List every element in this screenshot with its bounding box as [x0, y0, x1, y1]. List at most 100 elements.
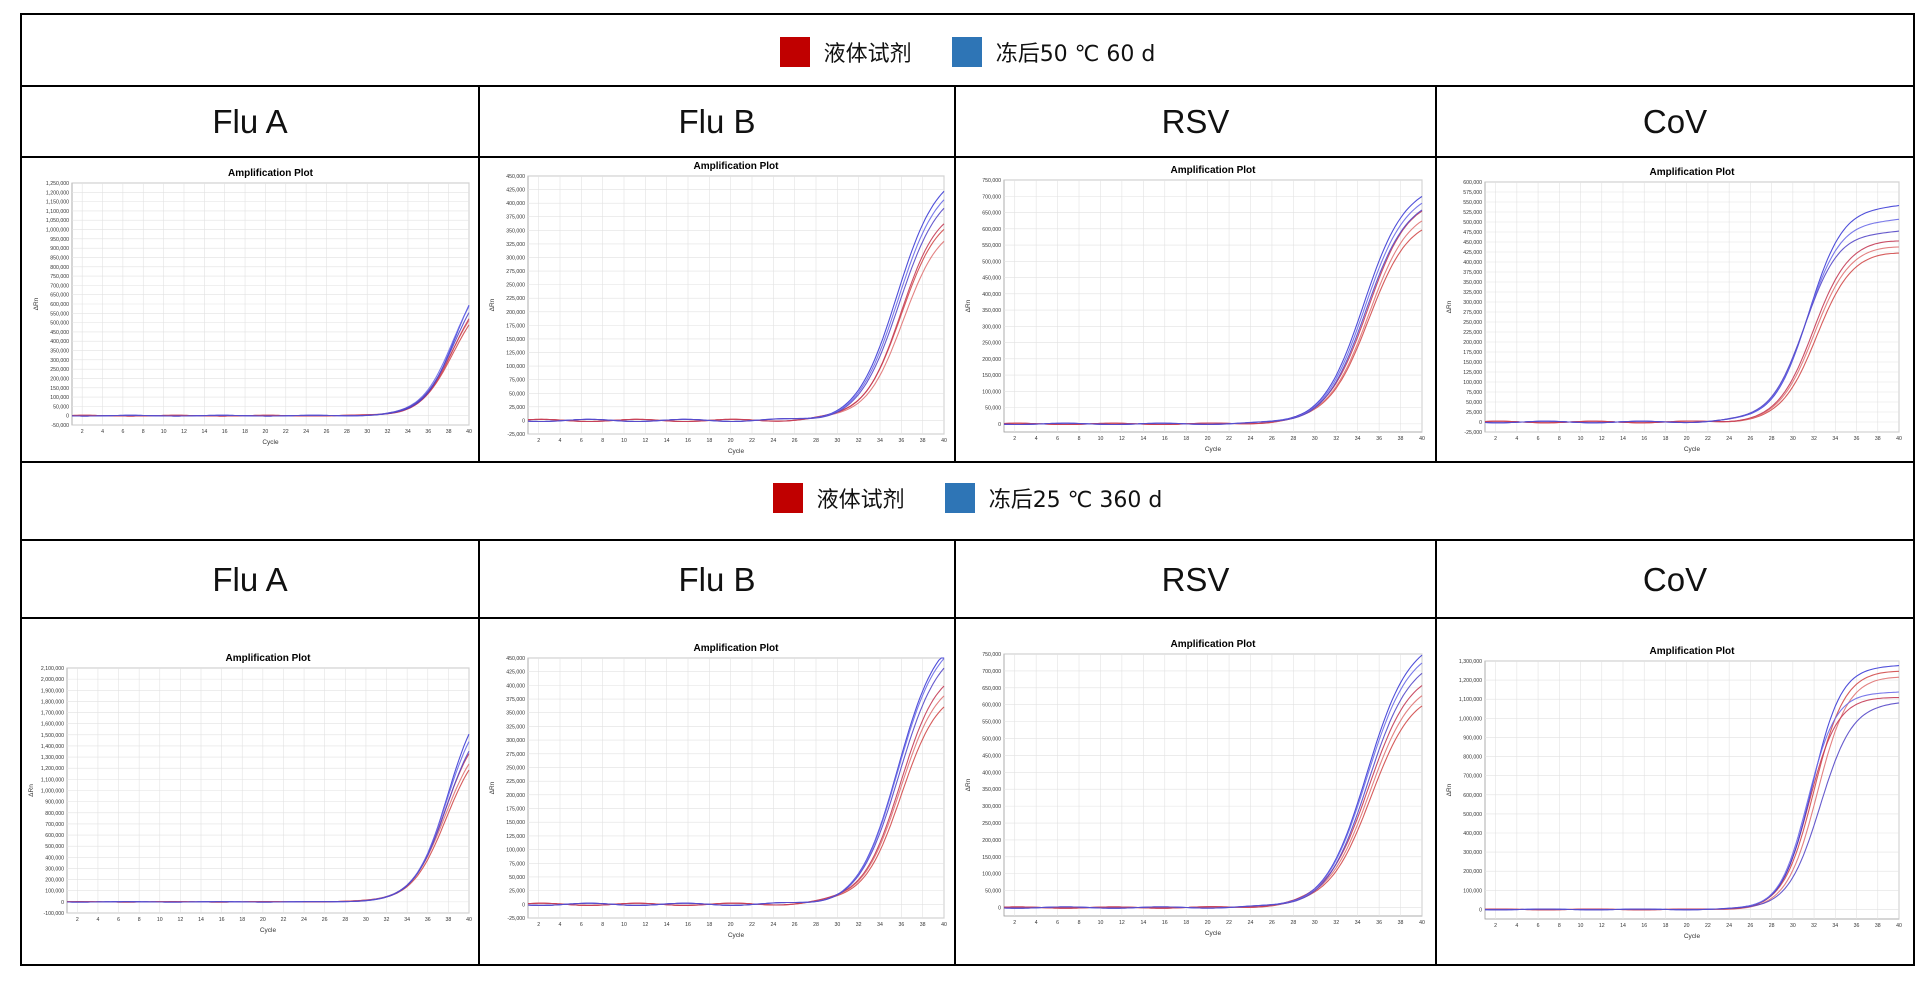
y-axis-label: ΔRn: [489, 781, 496, 794]
plot-area: [1484, 660, 1900, 920]
x-tick-label: 14: [1620, 436, 1626, 442]
y-tick-label: 500,000: [1463, 220, 1482, 226]
x-tick-label: 30: [1312, 920, 1318, 926]
x-tick-label: 18: [706, 922, 712, 928]
y-tick-label: 1,400,000: [41, 744, 64, 750]
plot-area: [1003, 653, 1423, 917]
y-tick-label: 600,000: [982, 703, 1001, 709]
chart-title: Amplification Plot: [1171, 165, 1257, 176]
y-tick-label: 400,000: [1463, 831, 1482, 837]
x-tick-label: 26: [1269, 920, 1275, 926]
y-tick-label: 1,600,000: [41, 722, 64, 728]
y-tick-label: 150,000: [982, 373, 1001, 379]
plot-area: [527, 657, 945, 919]
y-tick-label: 275,000: [506, 752, 525, 758]
x-tick-label: 26: [324, 429, 330, 435]
y-tick-label: 0: [61, 900, 64, 906]
y-tick-label: 50,000: [53, 404, 69, 410]
x-tick-label: 10: [621, 922, 627, 928]
x-axis-label: Cycle: [260, 927, 277, 934]
x-tick-label: 24: [1726, 923, 1732, 929]
x-tick-label: 30: [834, 922, 840, 928]
amplification-curve-frozen: [67, 750, 470, 903]
y-tick-label: 225,000: [1463, 330, 1482, 336]
x-tick-label: 32: [1811, 923, 1817, 929]
y-tick-label: 175,000: [506, 323, 525, 329]
y-tick-label: 1,050,000: [46, 218, 69, 224]
x-tick-label: 28: [1290, 920, 1296, 926]
amplification-plot-rsv-row1: Amplification Plot 0 50,000 100,000 150,000 2…: [965, 165, 1425, 453]
legend-row-2: 液体试剂 冻后25 ℃ 360 d: [21, 476, 1914, 520]
y-tick-label: 550,000: [1463, 200, 1482, 206]
x-tick-label: 38: [1398, 920, 1404, 926]
chart-title: Amplification Plot: [1171, 639, 1257, 650]
y-tick-label: 125,000: [1463, 370, 1482, 376]
legend-label-liquid: 液体试剂: [816, 488, 905, 513]
y-tick-label: 150,000: [506, 820, 525, 826]
x-tick-label: 30: [363, 917, 369, 923]
chart-title: Amplification Plot: [694, 161, 780, 172]
x-tick-label: 24: [1248, 436, 1254, 442]
y-tick-label: 400,000: [1463, 260, 1482, 266]
y-tick-label: 0: [1479, 420, 1482, 426]
x-tick-label: 32: [856, 438, 862, 444]
y-tick-label: 100,000: [982, 872, 1001, 878]
y-tick-label: 475,000: [1463, 230, 1482, 236]
x-tick-label: 32: [1811, 436, 1817, 442]
y-tick-label: 125,000: [506, 351, 525, 357]
y-tick-label: 1,100,000: [46, 209, 69, 215]
y-tick-label: 200,000: [982, 838, 1001, 844]
x-tick-label: 4: [559, 438, 562, 444]
x-tick-label: 6: [580, 922, 583, 928]
y-tick-label: 75,000: [509, 861, 525, 867]
x-tick-label: 30: [834, 438, 840, 444]
x-tick-label: 12: [1119, 436, 1125, 442]
y-tick-label: 425,000: [1463, 250, 1482, 256]
x-tick-label: 32: [1333, 920, 1339, 926]
y-tick-label: 100,000: [45, 889, 64, 895]
y-tick-label: 375,000: [506, 215, 525, 221]
x-tick-label: 18: [242, 429, 248, 435]
y-tick-label: 600,000: [45, 833, 64, 839]
x-tick-label: 36: [1376, 436, 1382, 442]
y-tick-label: 200,000: [50, 376, 69, 382]
y-tick-label: 50,000: [509, 391, 525, 397]
x-tick-label: 34: [877, 438, 883, 444]
amplification-plot-flu-a-row1: Amplification Plot -50,000 0 50,000 100,000 1…: [33, 168, 472, 446]
x-tick-label: 30: [1790, 436, 1796, 442]
y-tick-label: 325,000: [506, 242, 525, 248]
x-tick-label: 6: [1056, 920, 1059, 926]
y-tick-label: 400,000: [50, 339, 69, 345]
x-tick-label: 10: [1578, 436, 1584, 442]
amplification-curve-liquid: [527, 223, 945, 423]
chart-title: Amplification Plot: [228, 168, 314, 179]
y-tick-label: 550,000: [982, 243, 1001, 249]
x-tick-label: 28: [342, 917, 348, 923]
y-tick-label: 0: [998, 906, 1001, 912]
y-tick-label: -25,000: [507, 432, 525, 438]
x-tick-label: 8: [1078, 436, 1081, 442]
y-tick-label: -25,000: [1464, 430, 1482, 436]
x-tick-label: 2: [76, 917, 79, 923]
y-tick-label: 1,900,000: [41, 688, 64, 694]
x-tick-label: 20: [260, 917, 266, 923]
x-tick-label: 22: [1705, 436, 1711, 442]
x-tick-label: 4: [1515, 436, 1518, 442]
x-tick-label: 34: [1832, 923, 1838, 929]
x-tick-label: 16: [685, 438, 691, 444]
amplification-plot-rsv-row2: Amplification Plot 0 50,000 100,000 150,000 2…: [965, 639, 1425, 937]
y-tick-label: 50,000: [1466, 400, 1482, 406]
x-tick-label: 30: [1312, 436, 1318, 442]
x-tick-label: 38: [1875, 923, 1881, 929]
y-tick-label: 400,000: [506, 683, 525, 689]
x-tick-label: 24: [301, 917, 307, 923]
y-tick-label: 1,000,000: [46, 228, 69, 234]
x-tick-label: 28: [1769, 436, 1775, 442]
y-tick-label: 750,000: [982, 652, 1001, 658]
y-tick-label: 0: [522, 418, 525, 424]
x-tick-label: 14: [1140, 436, 1146, 442]
x-tick-label: 22: [283, 429, 289, 435]
y-tick-label: 1,250,000: [46, 181, 69, 187]
y-tick-label: 900,000: [45, 800, 64, 806]
amplification-curve-liquid: [527, 685, 945, 906]
